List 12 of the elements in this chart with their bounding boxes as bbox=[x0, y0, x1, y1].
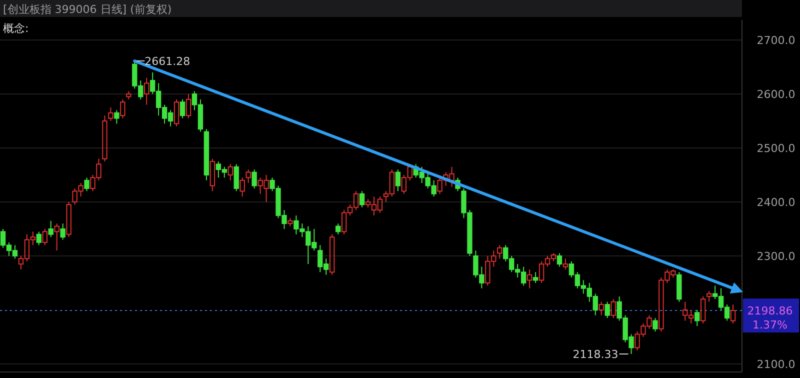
annotation: 2118.33 bbox=[572, 348, 618, 361]
y-tick-label: 2600.0 bbox=[756, 88, 796, 101]
annotation: 1.37% bbox=[752, 318, 788, 332]
annotation: 2661.28 bbox=[144, 54, 190, 68]
y-tick-label: 2100.0 bbox=[756, 358, 796, 371]
y-tick-label: 2700.0 bbox=[756, 34, 796, 47]
y-tick-label: 2300.0 bbox=[756, 250, 796, 263]
title: [创业板指 399006 日线] (前复权) bbox=[3, 3, 172, 16]
y-tick-label: 2500.0 bbox=[756, 142, 796, 155]
ref-line-label: 2198.86 bbox=[747, 304, 793, 318]
y-tick-label: 2400.0 bbox=[756, 196, 796, 209]
subtitle: 概念: bbox=[3, 22, 29, 35]
